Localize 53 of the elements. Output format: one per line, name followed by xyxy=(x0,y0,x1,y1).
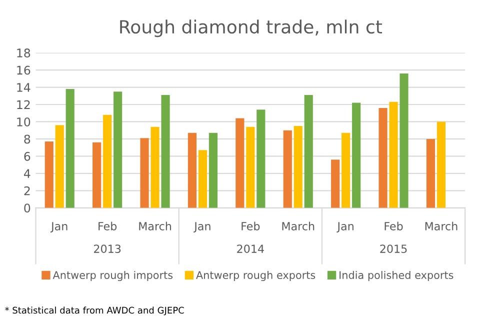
x-tick-label: Jan xyxy=(336,222,354,232)
bar xyxy=(140,138,149,208)
x-tick-label: Feb xyxy=(242,222,260,230)
bar xyxy=(256,110,266,208)
bar xyxy=(283,130,292,208)
text: 2015 xyxy=(380,244,407,253)
x-tick-label: March xyxy=(139,222,172,230)
bar xyxy=(44,142,54,208)
bar xyxy=(103,114,112,208)
legend-label: India polished exports xyxy=(340,270,454,282)
bar xyxy=(352,102,361,208)
y-tick-label: 16 xyxy=(17,66,30,75)
text: 2013 xyxy=(94,244,121,253)
bar xyxy=(294,126,302,208)
y-tick-label: 10 xyxy=(17,117,30,126)
y-tick-label: 18 xyxy=(17,48,30,58)
bar xyxy=(436,122,446,208)
y-tick-label: 4 xyxy=(24,169,30,178)
bar xyxy=(66,88,74,208)
bar xyxy=(331,160,340,208)
y-tick-label: 2 xyxy=(24,186,30,196)
bar xyxy=(400,73,408,208)
text: * Statistical data from AWDC and GJEPC xyxy=(5,306,184,316)
x-tick-label: Feb xyxy=(98,222,117,230)
bar xyxy=(426,138,436,208)
y-tick-label: 14 xyxy=(17,83,30,92)
chart-title: Rough diamond trade, mln ct xyxy=(120,20,382,38)
x-tick-label: Feb xyxy=(384,222,403,230)
bar xyxy=(188,132,197,208)
y-tick-label: 0 xyxy=(24,204,30,213)
bar xyxy=(208,132,218,208)
bar xyxy=(378,108,388,208)
bar xyxy=(236,118,244,208)
x-tick-label: March xyxy=(425,222,458,230)
y-tick-label: 12 xyxy=(17,100,30,109)
bar xyxy=(92,142,102,208)
y-tick-label: 6 xyxy=(24,152,30,161)
bar xyxy=(304,95,313,208)
bar xyxy=(198,150,208,208)
bar xyxy=(246,126,255,208)
bar xyxy=(150,126,160,208)
y-tick-label: 8 xyxy=(24,134,30,144)
legend-label: Antwerp rough imports xyxy=(52,270,173,282)
legend-label: Antwerp rough exports xyxy=(196,270,316,282)
text: 2014 xyxy=(237,244,264,253)
bar xyxy=(342,132,350,208)
x-tick-label: March xyxy=(282,222,314,230)
bar xyxy=(161,95,170,208)
x-tick-label: Jan xyxy=(50,222,68,232)
bar xyxy=(114,92,122,208)
x-tick-label: Jan xyxy=(194,222,210,232)
bar xyxy=(389,102,398,208)
bar xyxy=(55,125,64,208)
